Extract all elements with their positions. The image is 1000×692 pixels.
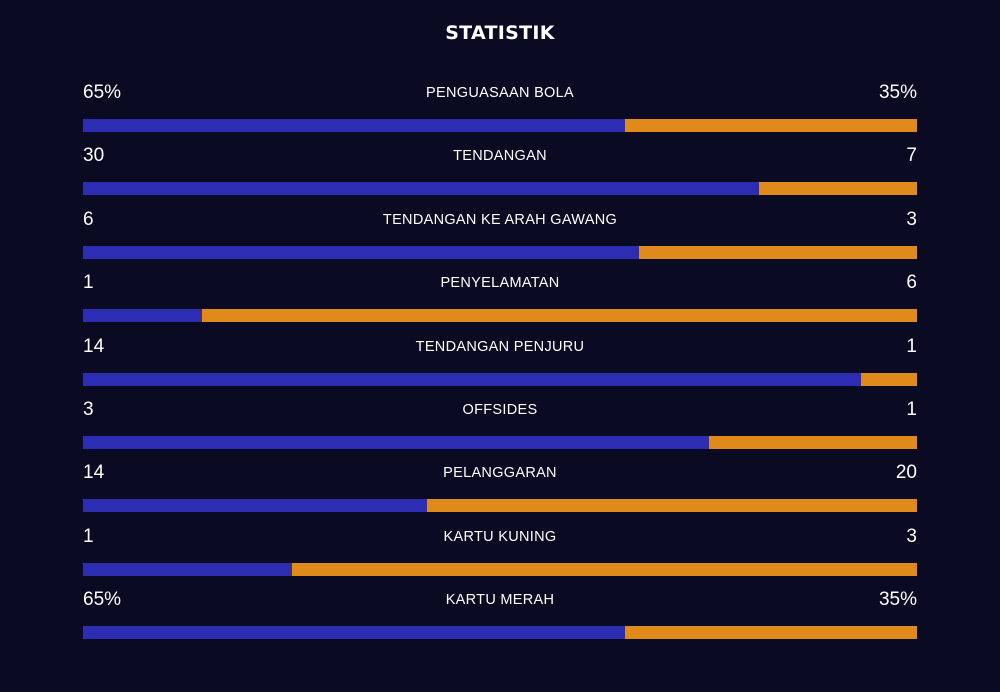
- home-bar: [83, 372, 862, 386]
- stat-row-offsides: 3 OFFSIDES 1: [83, 397, 917, 460]
- stat-bar: [83, 119, 917, 132]
- stat-label: TENDANGAN KE ARAH GAWANG: [382, 211, 618, 228]
- stat-bar: [83, 245, 917, 259]
- stat-row-penguasaan-bola: 65% PENGUASAAN BOLA 35%: [83, 80, 917, 143]
- stat-row-kartu-merah: 65% KARTU MERAH 35%: [83, 587, 917, 650]
- home-value: 6: [83, 208, 94, 230]
- home-value: 1: [83, 272, 94, 294]
- away-value: 1: [906, 335, 917, 357]
- stat-bar: [83, 309, 917, 323]
- away-bar: [861, 372, 917, 386]
- stat-label: PENYELAMATAN: [440, 275, 560, 292]
- home-value: 14: [83, 462, 105, 484]
- stat-label: PELANGGARAN: [443, 465, 557, 482]
- home-bar: [83, 499, 427, 513]
- home-value: 3: [83, 398, 94, 420]
- away-value: 20: [895, 462, 917, 484]
- stat-row-kartu-kuning: 1 KARTU KUNING 3: [83, 524, 917, 587]
- away-bar: [426, 499, 917, 513]
- stat-bar: [83, 435, 917, 449]
- home-bar: [83, 562, 292, 576]
- away-value: 3: [906, 525, 917, 547]
- away-value: 7: [906, 145, 917, 167]
- home-bar: [83, 626, 626, 640]
- stat-label: TENDANGAN PENJURU: [415, 338, 585, 355]
- stat-label: TENDANGAN: [453, 148, 547, 165]
- home-bar: [83, 182, 759, 196]
- stat-bar: [83, 499, 917, 513]
- home-bar: [83, 119, 626, 132]
- away-bar: [639, 245, 917, 259]
- stat-label: KARTU MERAH: [445, 592, 555, 609]
- stat-bar: [83, 372, 917, 386]
- home-bar: [83, 309, 203, 323]
- away-value: 35%: [878, 589, 917, 611]
- stat-row-pelanggaran: 14 PELANGGARAN 20: [83, 460, 917, 523]
- stat-label: OFFSIDES: [462, 401, 538, 418]
- away-value: 35%: [878, 82, 917, 103]
- away-value: 1: [906, 398, 917, 420]
- home-value: 14: [83, 335, 105, 357]
- stat-row-tendangan: 30 TENDANGAN 7: [83, 143, 917, 206]
- away-bar: [625, 119, 917, 132]
- home-value: 65%: [83, 589, 122, 611]
- stats-list: 65% PENGUASAAN BOLA 35% 30 TENDANGAN 7 6…: [83, 80, 917, 651]
- away-bar: [708, 435, 917, 449]
- section-title: STATISTIK: [445, 22, 555, 44]
- stat-row-penyelamatan: 1 PENYELAMATAN 6: [83, 270, 917, 333]
- home-bar: [83, 245, 640, 259]
- stat-label: KARTU KUNING: [443, 528, 557, 545]
- stat-bar: [83, 562, 917, 576]
- away-bar: [202, 309, 917, 323]
- away-bar: [291, 562, 917, 576]
- away-value: 6: [906, 272, 917, 294]
- away-bar: [625, 626, 917, 640]
- stat-label: PENGUASAAN BOLA: [426, 85, 574, 101]
- stat-bar: [83, 182, 917, 196]
- away-bar: [758, 182, 917, 196]
- away-value: 3: [906, 208, 917, 230]
- home-value: 30: [83, 145, 105, 167]
- stat-row-tendangan-penjuru: 14 TENDANGAN PENJURU 1: [83, 334, 917, 397]
- home-bar: [83, 435, 709, 449]
- home-value: 1: [83, 525, 94, 547]
- home-value: 65%: [83, 82, 122, 103]
- stat-row-tendangan-ke-arah-gawang: 6 TENDANGAN KE ARAH GAWANG 3: [83, 207, 917, 270]
- stat-bar: [83, 626, 917, 640]
